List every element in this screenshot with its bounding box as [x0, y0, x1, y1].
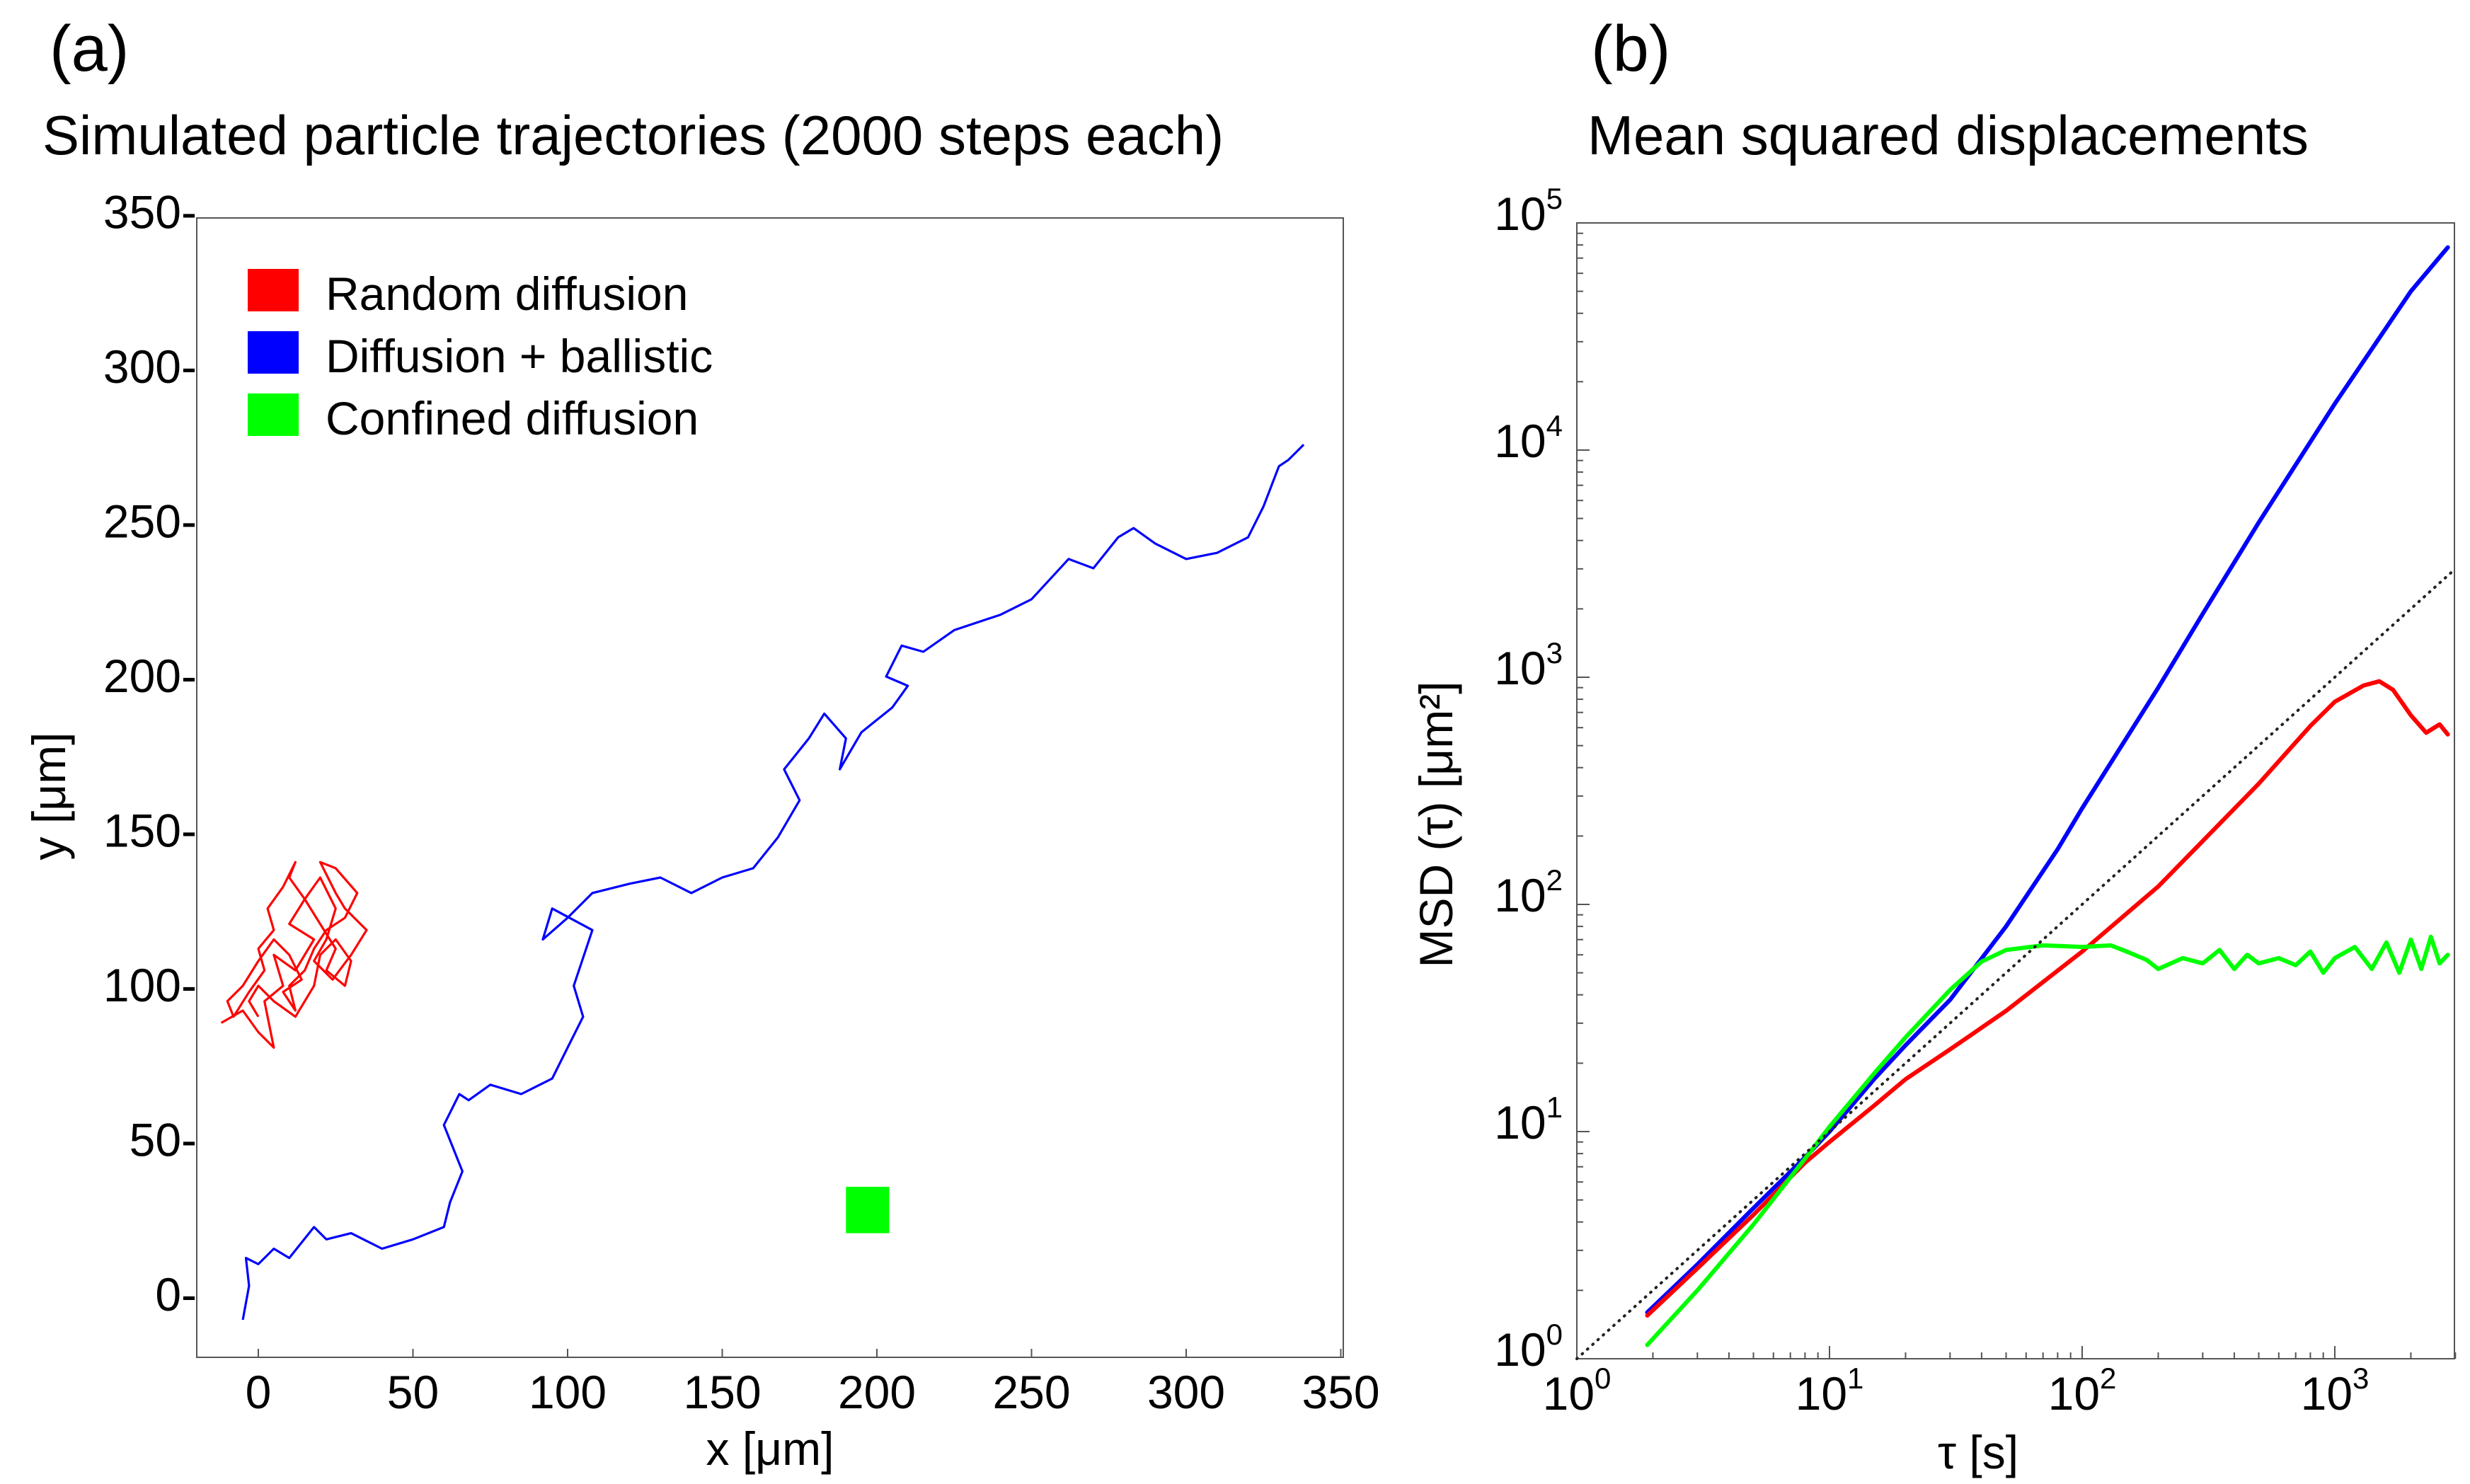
panel-b-ytick-label: 102 — [1494, 863, 1563, 921]
legend-label-random: Random diffusion — [326, 268, 688, 320]
panel-b-ytick-label: 103 — [1494, 636, 1563, 694]
legend-label-ballistic: Diffusion + ballistic — [326, 330, 713, 382]
panel-a-ytick-label: 250- — [103, 495, 197, 548]
panel-a-xtick-label: 150 — [683, 1366, 761, 1418]
panel-b-ytick-label: 100 — [1494, 1318, 1563, 1376]
trajectory-random-diffusion — [220, 861, 368, 1049]
panel-a-xlabel: x [μm] — [706, 1422, 834, 1475]
msd-line-random-diffusion — [1645, 679, 2450, 1318]
panel-a-xtick-label: 200 — [838, 1366, 916, 1418]
panel-b-plot-frame — [1576, 222, 2455, 1359]
panel-b-xtick-label: 102 — [2048, 1362, 2117, 1420]
panel-a-xtick-label: 300 — [1147, 1366, 1225, 1418]
panel-b-xtick-label: 100 — [1543, 1362, 1612, 1420]
panel-a-xtick-label: 250 — [992, 1366, 1070, 1418]
msd-line-confined-diffusion — [1645, 934, 2450, 1347]
panel-a-title: Simulated particle trajectories (2000 st… — [42, 104, 1224, 166]
panel-a-xtick-label: 0 — [246, 1366, 272, 1418]
panel-a-ylabel: y [μm] — [23, 732, 75, 860]
panel-a-plot-frame — [196, 217, 1344, 1358]
panel-b-xtick-label: 103 — [2301, 1362, 2370, 1420]
panel-a-ticks: 0 50 100 150 200 250 300 350 0- 50- 100- 150- 200- 25… — [103, 186, 1380, 1419]
panel-b-xlabel: τ [s] — [1938, 1426, 2018, 1478]
panel-a-ytick-label: 0- — [155, 1268, 197, 1321]
legend-swatch-random — [248, 269, 299, 311]
msd-line-reference-slope — [1575, 567, 2457, 1360]
panel-b-xtick-label: 101 — [1796, 1362, 1864, 1420]
panel-b-ticks: 100 101 102 103 100 101 102 103 104 105 — [1494, 182, 2457, 1420]
msd-line-diffusion-ballistic — [1645, 245, 2450, 1315]
trajectory-diffusion-ballistic — [241, 444, 1305, 1321]
panel-a-ytick-label: 200- — [103, 650, 197, 702]
panel-b-ylabel: MSD (τ) [μm²] — [1410, 681, 1462, 967]
trajectory-confined-diffusion — [846, 1187, 890, 1233]
panel-a-xtick-label: 50 — [387, 1366, 439, 1418]
panel-a-ytick-label: 300- — [103, 340, 197, 393]
legend-swatch-ballistic — [248, 331, 299, 374]
panel-a-xtick-label: 350 — [1302, 1366, 1379, 1418]
panel-a-ytick-label: 150- — [103, 805, 197, 857]
panel-a-ytick-label: 100- — [103, 959, 197, 1011]
legend-swatch-confined — [248, 393, 299, 436]
panel-b-title: Mean squared displacements — [1587, 104, 2309, 166]
panel-b-label: (b) — [1591, 13, 1670, 85]
panel-a-ytick-label: 350- — [103, 186, 197, 238]
panel-a-xtick-label: 100 — [529, 1366, 607, 1418]
panel-b-series — [1575, 245, 2457, 1360]
panel-a-series — [220, 444, 1305, 1321]
panel-a-label: (a) — [50, 13, 129, 85]
panel-b-ytick-label: 101 — [1494, 1091, 1563, 1149]
panel-b-ytick-label: 104 — [1494, 409, 1563, 467]
panel-a-legend: Random diffusion Diffusion + ballistic C… — [248, 268, 713, 444]
panel-a-ytick-label: 50- — [130, 1114, 197, 1166]
panel-b-ytick-label: 105 — [1494, 182, 1563, 240]
legend-label-confined: Confined diffusion — [326, 392, 699, 444]
